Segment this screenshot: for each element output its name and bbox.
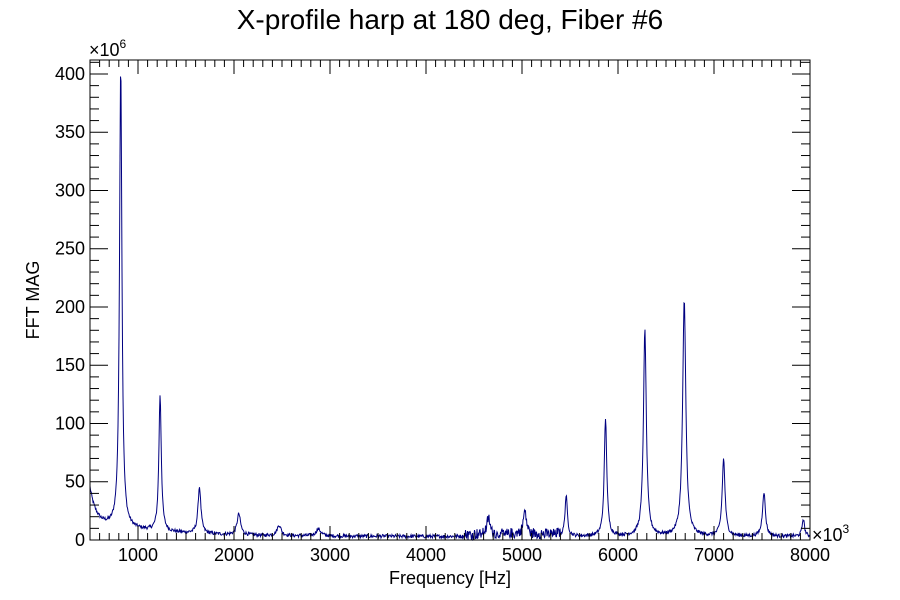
chart-title: X-profile harp at 180 deg, Fiber #6 <box>237 4 663 35</box>
axis-ticks <box>89 60 811 541</box>
x-tick-label: 7000 <box>694 545 734 565</box>
x-axis-title: Frequency [Hz] <box>389 568 511 588</box>
y-tick-label: 200 <box>55 297 85 317</box>
svg-text:×106: ×106 <box>89 37 127 60</box>
x-tick-label: 4000 <box>406 545 446 565</box>
y-tick-labels: 0 50 100 150 200 250 300 350 400 <box>55 64 85 550</box>
y-multiplier-exponent: 6 <box>120 37 127 51</box>
x-multiplier-base: ×10 <box>812 525 843 545</box>
y-multiplier: ×106 <box>89 37 127 60</box>
y-tick-label: 50 <box>65 472 85 492</box>
x-tick-label: 1000 <box>118 545 158 565</box>
y-tick-label: 300 <box>55 180 85 200</box>
plot-area <box>89 76 811 541</box>
x-tick-labels: 1000 2000 3000 4000 5000 6000 7000 8000 <box>118 545 830 565</box>
y-tick-label: 150 <box>55 355 85 375</box>
y-multiplier-base: ×10 <box>89 40 120 60</box>
svg-text:×103: ×103 <box>812 522 850 545</box>
x-tick-label: 3000 <box>310 545 350 565</box>
y-tick-label: 400 <box>55 64 85 84</box>
y-axis-title: FFT MAG <box>23 261 43 340</box>
fft-series-line <box>89 76 811 541</box>
y-tick-label: 0 <box>75 530 85 550</box>
y-tick-label: 350 <box>55 122 85 142</box>
x-tick-label: 2000 <box>214 545 254 565</box>
x-multiplier-exponent: 3 <box>843 522 850 536</box>
x-multiplier: ×103 <box>812 522 850 545</box>
x-tick-label: 5000 <box>502 545 542 565</box>
plot-frame <box>89 59 811 541</box>
x-tick-label: 8000 <box>790 545 830 565</box>
y-tick-label: 100 <box>55 413 85 433</box>
y-tick-label: 250 <box>55 239 85 259</box>
x-tick-label: 6000 <box>598 545 638 565</box>
